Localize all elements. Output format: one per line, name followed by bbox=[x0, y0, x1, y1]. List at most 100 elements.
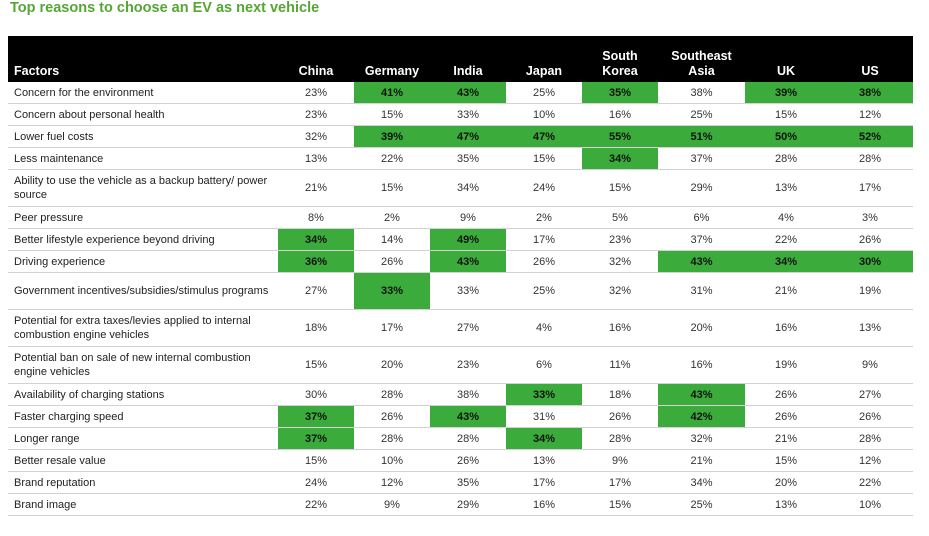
value-cell: 17% bbox=[827, 169, 913, 207]
value-cell: 36% bbox=[278, 250, 354, 273]
value-cell: 15% bbox=[278, 449, 354, 472]
value-cell: 33% bbox=[354, 272, 430, 310]
ev-reasons-table: Factors China Germany India Japan South Korea… bbox=[8, 36, 913, 516]
factor-label: Availability of charging stations bbox=[8, 383, 278, 406]
table-row: Longer range 37% 28% 28% 34% 28% 32% 21% 28% bbox=[8, 427, 913, 450]
value-cell: 42% bbox=[658, 405, 745, 428]
value-cell: 32% bbox=[278, 125, 354, 148]
value-cell: 43% bbox=[658, 250, 745, 273]
value-cell: 39% bbox=[745, 82, 827, 104]
value-cell: 37% bbox=[658, 147, 745, 170]
value-cell: 31% bbox=[658, 272, 745, 310]
value-cell: 28% bbox=[745, 147, 827, 170]
factor-label: Better lifestyle experience beyond drivi… bbox=[8, 228, 278, 251]
value-cell: 13% bbox=[278, 147, 354, 170]
value-cell: 26% bbox=[506, 250, 582, 273]
value-cell: 16% bbox=[582, 103, 658, 126]
value-cell: 13% bbox=[506, 449, 582, 472]
table-body: Concern for the environment 23% 41% 43% 25% 3… bbox=[8, 82, 913, 516]
value-cell: 28% bbox=[827, 427, 913, 450]
value-cell: 43% bbox=[430, 82, 506, 104]
value-cell: 15% bbox=[582, 493, 658, 516]
value-cell: 25% bbox=[658, 103, 745, 126]
table-row: Better resale value 15% 10% 26% 13% 9% 21% 15% 1… bbox=[8, 449, 913, 472]
value-cell: 23% bbox=[278, 82, 354, 104]
factor-label: Less maintenance bbox=[8, 147, 278, 170]
value-cell: 28% bbox=[827, 147, 913, 170]
value-cell: 33% bbox=[430, 272, 506, 310]
value-cell: 34% bbox=[506, 427, 582, 450]
value-cell: 38% bbox=[827, 82, 913, 104]
value-cell: 21% bbox=[745, 272, 827, 310]
table-row: Ability to use the vehicle as a backup b… bbox=[8, 169, 913, 207]
value-cell: 6% bbox=[658, 206, 745, 229]
value-cell: 19% bbox=[827, 272, 913, 310]
table-row: Less maintenance 13% 22% 35% 15% 34% 37% 28% 28% bbox=[8, 147, 913, 170]
value-cell: 3% bbox=[827, 206, 913, 229]
table-row: Availability of charging stations 30% 28% 3… bbox=[8, 383, 913, 406]
value-cell: 28% bbox=[354, 427, 430, 450]
value-cell: 35% bbox=[582, 82, 658, 104]
table-row: Potential for extra taxes/levies applied… bbox=[8, 309, 913, 347]
value-cell: 22% bbox=[354, 147, 430, 170]
value-cell: 29% bbox=[658, 169, 745, 207]
value-cell: 4% bbox=[745, 206, 827, 229]
country-column-header: US bbox=[827, 36, 913, 82]
value-cell: 38% bbox=[430, 383, 506, 406]
value-cell: 15% bbox=[278, 346, 354, 384]
value-cell: 32% bbox=[582, 250, 658, 273]
value-cell: 31% bbox=[506, 405, 582, 428]
value-cell: 14% bbox=[354, 228, 430, 251]
value-cell: 15% bbox=[745, 449, 827, 472]
factor-label: Government incentives/subsidies/stimulus… bbox=[8, 272, 278, 310]
value-cell: 17% bbox=[506, 228, 582, 251]
value-cell: 18% bbox=[278, 309, 354, 347]
value-cell: 2% bbox=[506, 206, 582, 229]
chart-title: Top reasons to choose an EV as next vehi… bbox=[10, 0, 320, 16]
value-cell: 9% bbox=[582, 449, 658, 472]
value-cell: 15% bbox=[506, 147, 582, 170]
value-cell: 37% bbox=[658, 228, 745, 251]
table-row: Lower fuel costs 32% 39% 47% 47% 55% 51% 50% 52% bbox=[8, 125, 913, 148]
value-cell: 20% bbox=[658, 309, 745, 347]
value-cell: 34% bbox=[582, 147, 658, 170]
value-cell: 12% bbox=[354, 471, 430, 494]
value-cell: 26% bbox=[745, 383, 827, 406]
value-cell: 13% bbox=[745, 169, 827, 207]
table-row: Driving experience 36% 26% 43% 26% 32% 43% 34% 3… bbox=[8, 250, 913, 273]
value-cell: 35% bbox=[430, 471, 506, 494]
value-cell: 39% bbox=[354, 125, 430, 148]
value-cell: 26% bbox=[354, 250, 430, 273]
factor-label: Brand image bbox=[8, 493, 278, 516]
value-cell: 32% bbox=[582, 272, 658, 310]
value-cell: 15% bbox=[582, 169, 658, 207]
value-cell: 32% bbox=[658, 427, 745, 450]
value-cell: 34% bbox=[658, 471, 745, 494]
table-row: Concern for the environment 23% 41% 43% 25% 3… bbox=[8, 82, 913, 104]
factor-label: Better resale value bbox=[8, 449, 278, 472]
value-cell: 26% bbox=[745, 405, 827, 428]
table-row: Potential ban on sale of new internal co… bbox=[8, 346, 913, 384]
value-cell: 25% bbox=[506, 272, 582, 310]
value-cell: 2% bbox=[354, 206, 430, 229]
factor-label: Brand reputation bbox=[8, 471, 278, 494]
value-cell: 26% bbox=[354, 405, 430, 428]
value-cell: 30% bbox=[278, 383, 354, 406]
country-column-header: South Korea bbox=[582, 36, 658, 82]
value-cell: 27% bbox=[430, 309, 506, 347]
value-cell: 6% bbox=[506, 346, 582, 384]
table-row: Better lifestyle experience beyond drivi… bbox=[8, 228, 913, 251]
value-cell: 19% bbox=[745, 346, 827, 384]
table-row: Concern about personal health 23% 15% 33% 10… bbox=[8, 103, 913, 126]
value-cell: 16% bbox=[506, 493, 582, 516]
value-cell: 43% bbox=[430, 405, 506, 428]
value-cell: 24% bbox=[506, 169, 582, 207]
value-cell: 4% bbox=[506, 309, 582, 347]
value-cell: 33% bbox=[430, 103, 506, 126]
value-cell: 21% bbox=[658, 449, 745, 472]
value-cell: 11% bbox=[582, 346, 658, 384]
table-row: Brand image 22% 9% 29% 16% 15% 25% 13% 10% bbox=[8, 493, 913, 516]
value-cell: 17% bbox=[354, 309, 430, 347]
value-cell: 22% bbox=[745, 228, 827, 251]
value-cell: 37% bbox=[278, 427, 354, 450]
